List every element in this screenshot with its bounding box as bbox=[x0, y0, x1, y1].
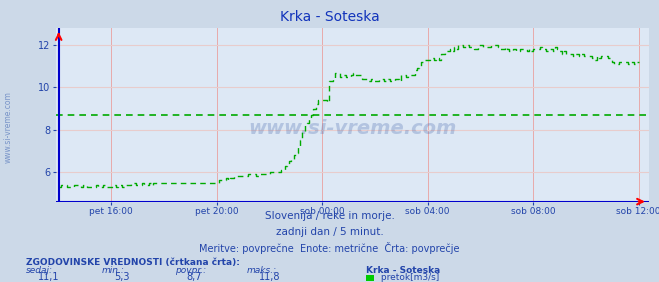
Text: maks.:: maks.: bbox=[247, 266, 277, 275]
Text: pretok[m3/s]: pretok[m3/s] bbox=[378, 273, 439, 282]
Text: www.si-vreme.com: www.si-vreme.com bbox=[3, 91, 13, 163]
Text: 11,1: 11,1 bbox=[38, 272, 60, 282]
Text: Krka - Soteska: Krka - Soteska bbox=[279, 10, 380, 24]
Text: sedaj:: sedaj: bbox=[26, 266, 53, 275]
Text: 8,7: 8,7 bbox=[186, 272, 202, 282]
Text: 11,8: 11,8 bbox=[259, 272, 281, 282]
Text: ZGODOVINSKE VREDNOSTI (črtkana črta):: ZGODOVINSKE VREDNOSTI (črtkana črta): bbox=[26, 258, 241, 267]
Text: 5,3: 5,3 bbox=[114, 272, 130, 282]
Text: min.:: min.: bbox=[102, 266, 125, 275]
Text: www.si-vreme.com: www.si-vreme.com bbox=[248, 119, 457, 138]
Text: Meritve: povprečne  Enote: metrične  Črta: povprečje: Meritve: povprečne Enote: metrične Črta:… bbox=[199, 243, 460, 254]
Text: zadnji dan / 5 minut.: zadnji dan / 5 minut. bbox=[275, 228, 384, 237]
Text: Slovenija / reke in morje.: Slovenija / reke in morje. bbox=[264, 211, 395, 221]
Text: Krka - Soteska: Krka - Soteska bbox=[366, 266, 440, 275]
Text: povpr.:: povpr.: bbox=[175, 266, 206, 275]
